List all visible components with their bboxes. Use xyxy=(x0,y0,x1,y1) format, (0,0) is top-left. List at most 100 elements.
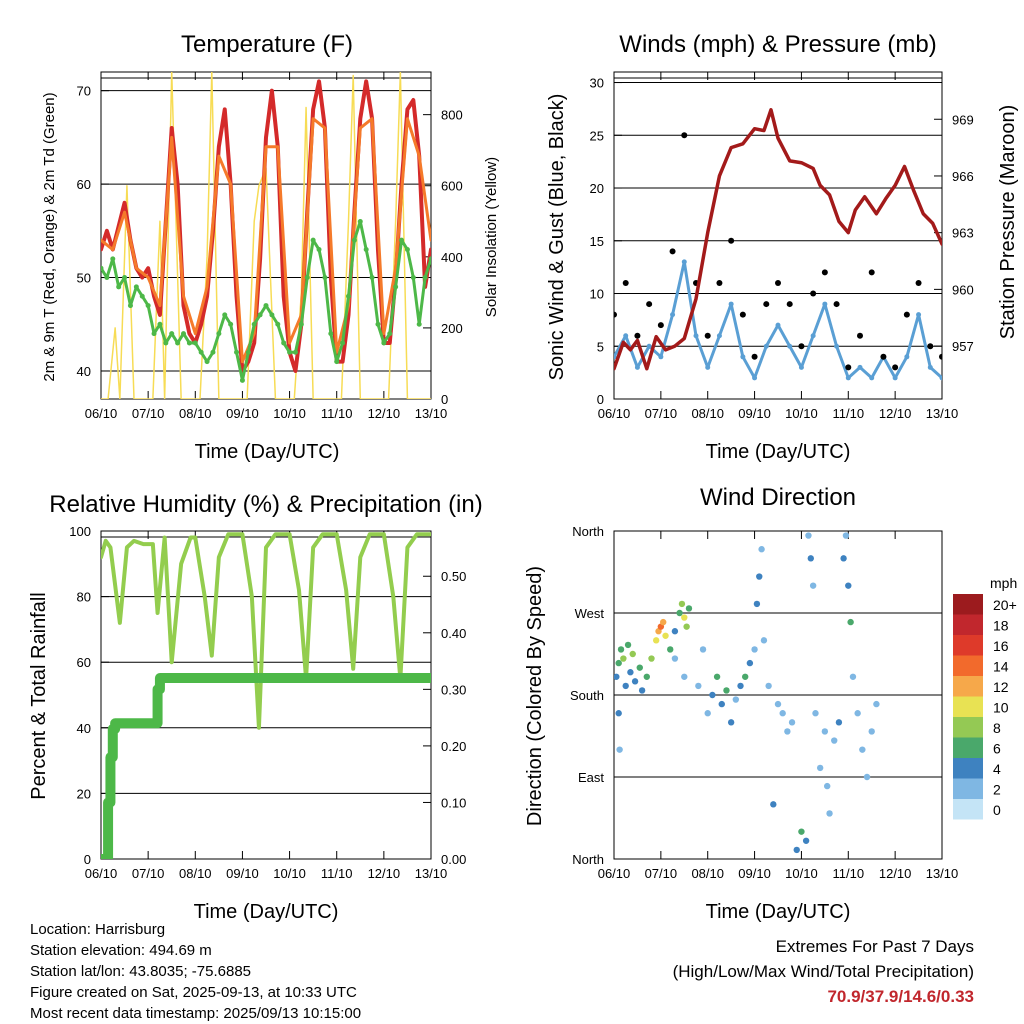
humidity-xtick-label: 06/10 xyxy=(85,866,118,881)
point-2m-td xyxy=(139,293,145,299)
direction-panel: Wind Direction Time (Day/UTC) Direction … xyxy=(524,484,1017,923)
point-2m-td xyxy=(257,312,263,318)
point-2m-td xyxy=(228,321,234,327)
temperature-xtick-label: 07/10 xyxy=(132,406,165,421)
point-gust xyxy=(857,332,863,339)
point-gust xyxy=(810,290,817,297)
direction-point xyxy=(685,605,693,612)
point-2m-td xyxy=(234,349,240,355)
direction-xlabel: Time (Day/UTC) xyxy=(706,901,851,923)
point-2m-td xyxy=(387,331,393,337)
point-gust xyxy=(915,279,922,286)
winds-y2label: Station Pressure (Maroon) xyxy=(997,105,1019,340)
point-sonic-wind xyxy=(614,354,617,360)
point-gust xyxy=(681,132,688,139)
direction-point xyxy=(727,719,735,726)
humidity-y2tick-label: 0.50 xyxy=(441,569,466,584)
point-2m-td xyxy=(404,247,410,253)
temperature-y2tick-label: 400 xyxy=(441,250,463,265)
direction-point xyxy=(840,555,847,562)
point-2m-td xyxy=(357,218,363,224)
extremes-subtitle: (High/Low/Max Wind/Total Precipitation) xyxy=(672,962,974,981)
winds-ytick-label: 30 xyxy=(590,76,604,91)
direction-point xyxy=(784,728,791,735)
direction-point xyxy=(627,669,634,676)
point-sonic-wind xyxy=(705,364,711,370)
point-sonic-wind xyxy=(670,312,676,318)
winds-xtick-label: 11/10 xyxy=(832,406,864,421)
point-2m-td xyxy=(239,377,245,383)
direction-xtick-label: 09/10 xyxy=(738,866,771,881)
direction-point xyxy=(760,637,768,644)
point-sonic-wind xyxy=(916,312,922,318)
direction-point xyxy=(746,659,754,667)
point-sonic-wind xyxy=(904,354,910,360)
point-gust xyxy=(939,353,942,360)
temperature-frame xyxy=(100,71,432,400)
direction-point xyxy=(821,728,829,735)
direction-point xyxy=(809,582,817,589)
point-sonic-wind xyxy=(693,333,699,339)
humidity-title: Relative Humidity (%) & Precipitation (i… xyxy=(49,491,482,518)
point-sonic-wind xyxy=(822,301,828,307)
winds-ytick-label: 15 xyxy=(590,234,604,249)
point-2m-td xyxy=(422,275,428,281)
point-sonic-wind xyxy=(634,364,640,370)
direction-point xyxy=(660,618,667,626)
humidity-xtick-label: 11/10 xyxy=(321,866,353,881)
direction-point xyxy=(788,719,796,726)
winds-y2tick-label: 957 xyxy=(952,339,974,354)
direction-point xyxy=(732,696,740,703)
point-2m-td xyxy=(122,275,128,281)
legend-label: 2 xyxy=(993,782,1001,798)
point-2m-td xyxy=(263,303,269,309)
point-gust xyxy=(669,248,676,255)
point-2m-td xyxy=(316,247,322,253)
humidity-y2tick-label: 0.10 xyxy=(441,795,466,810)
point-sonic-wind xyxy=(857,364,863,370)
direction-xtick-label: 06/10 xyxy=(598,866,631,881)
winds-xtick-label: 07/10 xyxy=(645,406,678,421)
point-sonic-wind xyxy=(892,375,898,381)
direction-xtick-label: 12/10 xyxy=(879,866,912,881)
direction-point xyxy=(854,710,861,717)
temperature-ylabel: 2m & 9m T (Red, Orange) & 2m Td (Green) xyxy=(41,92,58,381)
legend-swatch xyxy=(953,614,983,635)
point-2m-td xyxy=(127,303,133,309)
point-gust xyxy=(868,269,875,276)
point-sonic-wind xyxy=(798,364,804,370)
point-2m-td xyxy=(416,321,422,327)
point-2m-td xyxy=(245,349,251,355)
direction-point xyxy=(678,600,686,608)
direction-point xyxy=(636,664,643,671)
point-sonic-wind xyxy=(834,343,840,349)
point-2m-td xyxy=(163,340,169,346)
point-2m-td xyxy=(346,293,351,299)
extremes-box: Extremes For Past 7 Days (High/Low/Max W… xyxy=(673,934,974,1009)
point-gust xyxy=(833,301,840,308)
winds-xtick-label: 09/10 xyxy=(738,406,771,421)
humidity-ytick-label: 40 xyxy=(77,721,91,736)
point-sonic-wind xyxy=(646,343,652,349)
speed-legend: mph 20+ 18 16 14 12 10 8 6 4 2 0 xyxy=(953,575,1017,820)
legend-label: 16 xyxy=(993,638,1009,654)
direction-point xyxy=(753,600,761,608)
direction-point xyxy=(812,710,819,717)
direction-point xyxy=(798,828,805,835)
humidity-xtick-label: 12/10 xyxy=(368,866,401,881)
humidity-xtick-label: 07/10 xyxy=(132,866,165,881)
direction-point xyxy=(751,646,758,653)
point-2m-td xyxy=(410,275,416,281)
point-sonic-wind xyxy=(939,375,942,381)
direction-point xyxy=(662,632,669,639)
point-2m-td xyxy=(204,359,210,365)
point-gust xyxy=(716,279,723,286)
point-gust xyxy=(704,332,711,339)
point-2m-td xyxy=(269,312,275,318)
direction-point xyxy=(770,801,777,808)
figure-created: Figure created on Sat, 2025-09-13, at 10… xyxy=(30,984,357,1001)
point-2m-td xyxy=(399,237,405,243)
direction-point xyxy=(742,673,749,680)
direction-point xyxy=(643,673,650,680)
legend-label: 8 xyxy=(993,720,1001,736)
